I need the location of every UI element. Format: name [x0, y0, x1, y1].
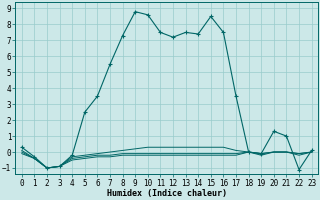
X-axis label: Humidex (Indice chaleur): Humidex (Indice chaleur) [107, 189, 227, 198]
